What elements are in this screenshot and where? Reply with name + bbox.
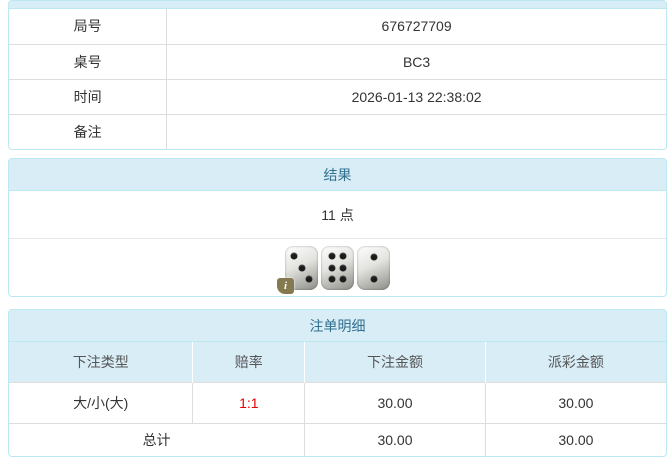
result-panel-title: 结果 [9, 159, 666, 191]
info-icon[interactable]: i [277, 277, 294, 294]
total-label-cell: 总计 [9, 422, 305, 456]
bet-details-table: 下注类型 赔率 下注金额 派彩金额 大/小(大) 1:1 30.00 30.00… [9, 342, 666, 456]
die-pip [370, 253, 377, 260]
time-value: 2026-01-13 22:38:02 [166, 79, 666, 115]
table-id-value: BC3 [166, 44, 666, 80]
total-payout-cell: 30.00 [484, 422, 666, 456]
die-1: i [277, 245, 318, 294]
table-row: 备注 [9, 114, 666, 149]
total-bet-amount-cell: 30.00 [304, 422, 486, 456]
die-pip [339, 275, 347, 283]
total-row: 总计 30.00 30.00 [9, 422, 666, 456]
die-pip [328, 252, 336, 260]
dice-row: i [9, 239, 666, 296]
col-header-bet-type: 下注类型 [9, 342, 193, 382]
bet-details-title: 注单明细 [9, 310, 666, 342]
table-row: 时间 2026-01-13 22:38:02 [9, 79, 666, 115]
payout-cell: 30.00 [484, 381, 666, 423]
remark-value [167, 114, 666, 149]
die-pip [290, 252, 298, 260]
remark-label: 备注 [9, 114, 168, 149]
game-info-panel-heading-strip [9, 1, 666, 9]
table-header-row: 下注类型 赔率 下注金额 派彩金额 [9, 342, 666, 382]
game-id-value: 676727709 [166, 9, 666, 45]
time-label: 时间 [9, 79, 168, 115]
col-header-payout: 派彩金额 [484, 342, 666, 382]
bet-row: 大/小(大) 1:1 30.00 30.00 [9, 381, 666, 423]
game-info-panel: 局号 676727709 桌号 BC3 时间 2026-01-13 22:38:… [8, 0, 667, 150]
die-pip [298, 264, 305, 271]
bet-type-cell: 大/小(大) [9, 381, 193, 423]
bet-details-panel: 注单明细 下注类型 赔率 下注金额 派彩金额 大/小(大) 1:1 30.00 … [8, 309, 667, 457]
die-pip [370, 275, 377, 282]
table-row: 桌号 BC3 [9, 44, 666, 80]
die-pip [328, 275, 336, 283]
bet-amount-cell: 30.00 [304, 381, 486, 423]
die-pip [339, 252, 347, 260]
game-id-label: 局号 [9, 9, 168, 45]
table-row: 局号 676727709 [9, 9, 666, 45]
result-points: 11 点 [9, 191, 666, 239]
table-id-label: 桌号 [9, 44, 168, 80]
game-info-table: 局号 676727709 桌号 BC3 时间 2026-01-13 22:38:… [9, 9, 666, 149]
col-header-bet-amount: 下注金额 [304, 342, 486, 382]
die-pip [305, 275, 313, 283]
odds-cell: 1:1 [192, 381, 305, 423]
die-2 [321, 245, 354, 290]
die-pip [328, 264, 336, 271]
die-pip [339, 264, 347, 271]
col-header-odds: 赔率 [192, 342, 305, 382]
die-3 [357, 245, 390, 290]
result-panel: 结果 11 点 i [8, 158, 667, 297]
